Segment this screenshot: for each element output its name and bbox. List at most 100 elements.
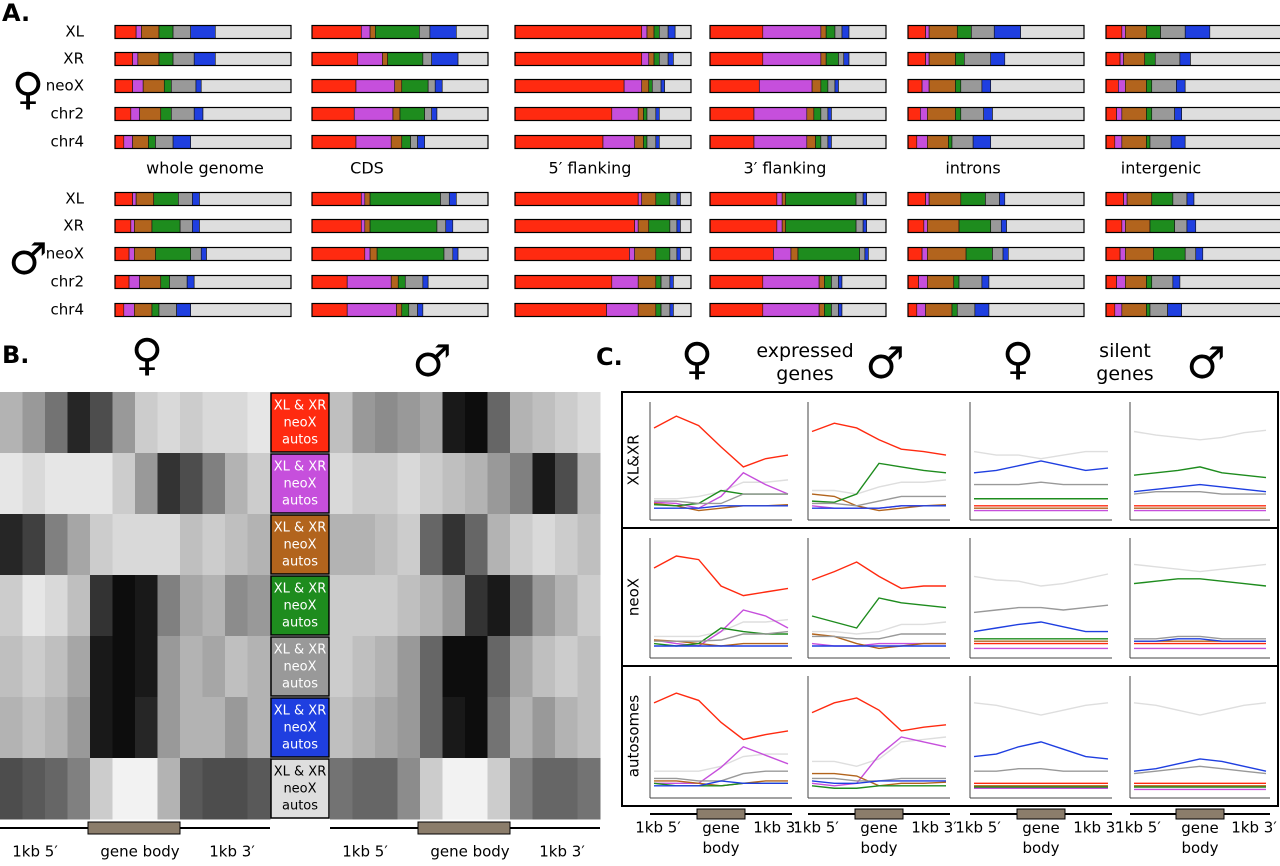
heat-cell: [67, 575, 91, 637]
state-segment: [709, 192, 778, 206]
heat-cell: [135, 575, 158, 637]
bar-outline: [1105, 106, 1280, 122]
heat-cell: [157, 697, 181, 759]
heat-cell: [67, 758, 91, 820]
state-segment: [514, 52, 643, 66]
state-segment: [653, 52, 660, 66]
bar-outline: [709, 246, 887, 262]
state-segment: [660, 275, 671, 289]
bar-outline: [709, 302, 887, 318]
state-segment: [376, 247, 445, 261]
state-segment: [820, 135, 829, 149]
state-segment: [1174, 107, 1182, 121]
state-segment: [841, 275, 887, 289]
state-segment: [643, 107, 648, 121]
heat-cell: [555, 514, 578, 576]
heat-cell: [202, 453, 226, 515]
state-segment: [827, 107, 832, 121]
state-segment: [841, 25, 850, 39]
state-segment: [1146, 79, 1153, 93]
heat-cell: [577, 514, 601, 576]
bar-outline: [114, 302, 292, 318]
state-segment: [139, 275, 162, 289]
state-segment: [1146, 25, 1161, 39]
state-segment: [831, 303, 839, 317]
profile-line: [973, 573, 1109, 587]
heat-cell: [442, 453, 466, 515]
state-segment: [422, 303, 489, 317]
profile-line: [811, 785, 946, 789]
state-segment: [1123, 52, 1146, 66]
state-segment: [753, 107, 808, 121]
state-segment: [820, 79, 829, 93]
state-segment: [988, 275, 1085, 289]
heat-cell: [487, 392, 511, 454]
state-segment: [190, 247, 202, 261]
heat-cell: [90, 392, 113, 454]
heat-cell: [577, 392, 601, 454]
legend-text: neoX: [283, 599, 316, 614]
heat-cell: [45, 514, 68, 576]
state-segment: [827, 79, 836, 93]
chromosome-label: chr4: [51, 133, 84, 151]
state-segment: [762, 25, 822, 39]
heat-cell: [330, 392, 353, 454]
gene-body: [87, 821, 181, 835]
state-segment: [311, 303, 348, 317]
state-segment: [193, 52, 216, 66]
heat-cell: [225, 392, 248, 454]
state-segment: [637, 107, 644, 121]
heat-cell: [442, 758, 466, 820]
state-segment: [927, 219, 960, 233]
state-segment: [1105, 52, 1121, 66]
heat-cell: [352, 392, 376, 454]
state-segment: [1114, 135, 1123, 149]
heat-cell: [45, 636, 68, 698]
state-segment: [311, 192, 362, 206]
heat-cell: [202, 636, 226, 698]
state-segment: [132, 52, 139, 66]
state-segment: [1190, 52, 1280, 66]
state-segment: [134, 219, 153, 233]
state-segment: [114, 219, 132, 233]
state-segment: [190, 25, 216, 39]
legend-text: autos: [282, 677, 318, 692]
state-segment: [1151, 275, 1174, 289]
state-segment: [1167, 303, 1182, 317]
state-segment: [813, 107, 822, 121]
heat-cell: [397, 575, 421, 637]
state-segment: [364, 247, 371, 261]
gene-body: [696, 808, 746, 820]
heat-cell: [90, 697, 113, 759]
heat-cell: [397, 636, 421, 698]
state-segment: [806, 107, 815, 121]
state-segment: [141, 25, 160, 39]
state-segment: [834, 25, 843, 39]
state-segment: [417, 303, 424, 317]
state-segment: [199, 192, 292, 206]
state-segment: [1146, 275, 1153, 289]
state-segment: [114, 275, 130, 289]
state-segment: [974, 303, 990, 317]
state-segment: [848, 25, 887, 39]
legend-text: neoX: [283, 782, 316, 797]
state-segment: [866, 219, 887, 233]
state-segment: [669, 247, 678, 261]
heat-cell: [22, 392, 46, 454]
heat-cell: [90, 758, 113, 820]
state-segment: [179, 219, 193, 233]
state-segment: [958, 275, 983, 289]
state-segment: [907, 219, 925, 233]
axis-label: gene body: [1022, 819, 1060, 857]
heat-cell: [22, 697, 46, 759]
heat-cell: [112, 697, 136, 759]
state-segment: [1184, 247, 1197, 261]
chromosome-label: XR: [63, 50, 84, 68]
state-segment: [990, 52, 1006, 66]
state-segment: [1105, 135, 1116, 149]
heat-cell: [180, 575, 203, 637]
state-segment: [190, 303, 292, 317]
state-segment: [838, 52, 845, 66]
bar-outline: [709, 24, 887, 40]
state-segment: [1121, 25, 1126, 39]
